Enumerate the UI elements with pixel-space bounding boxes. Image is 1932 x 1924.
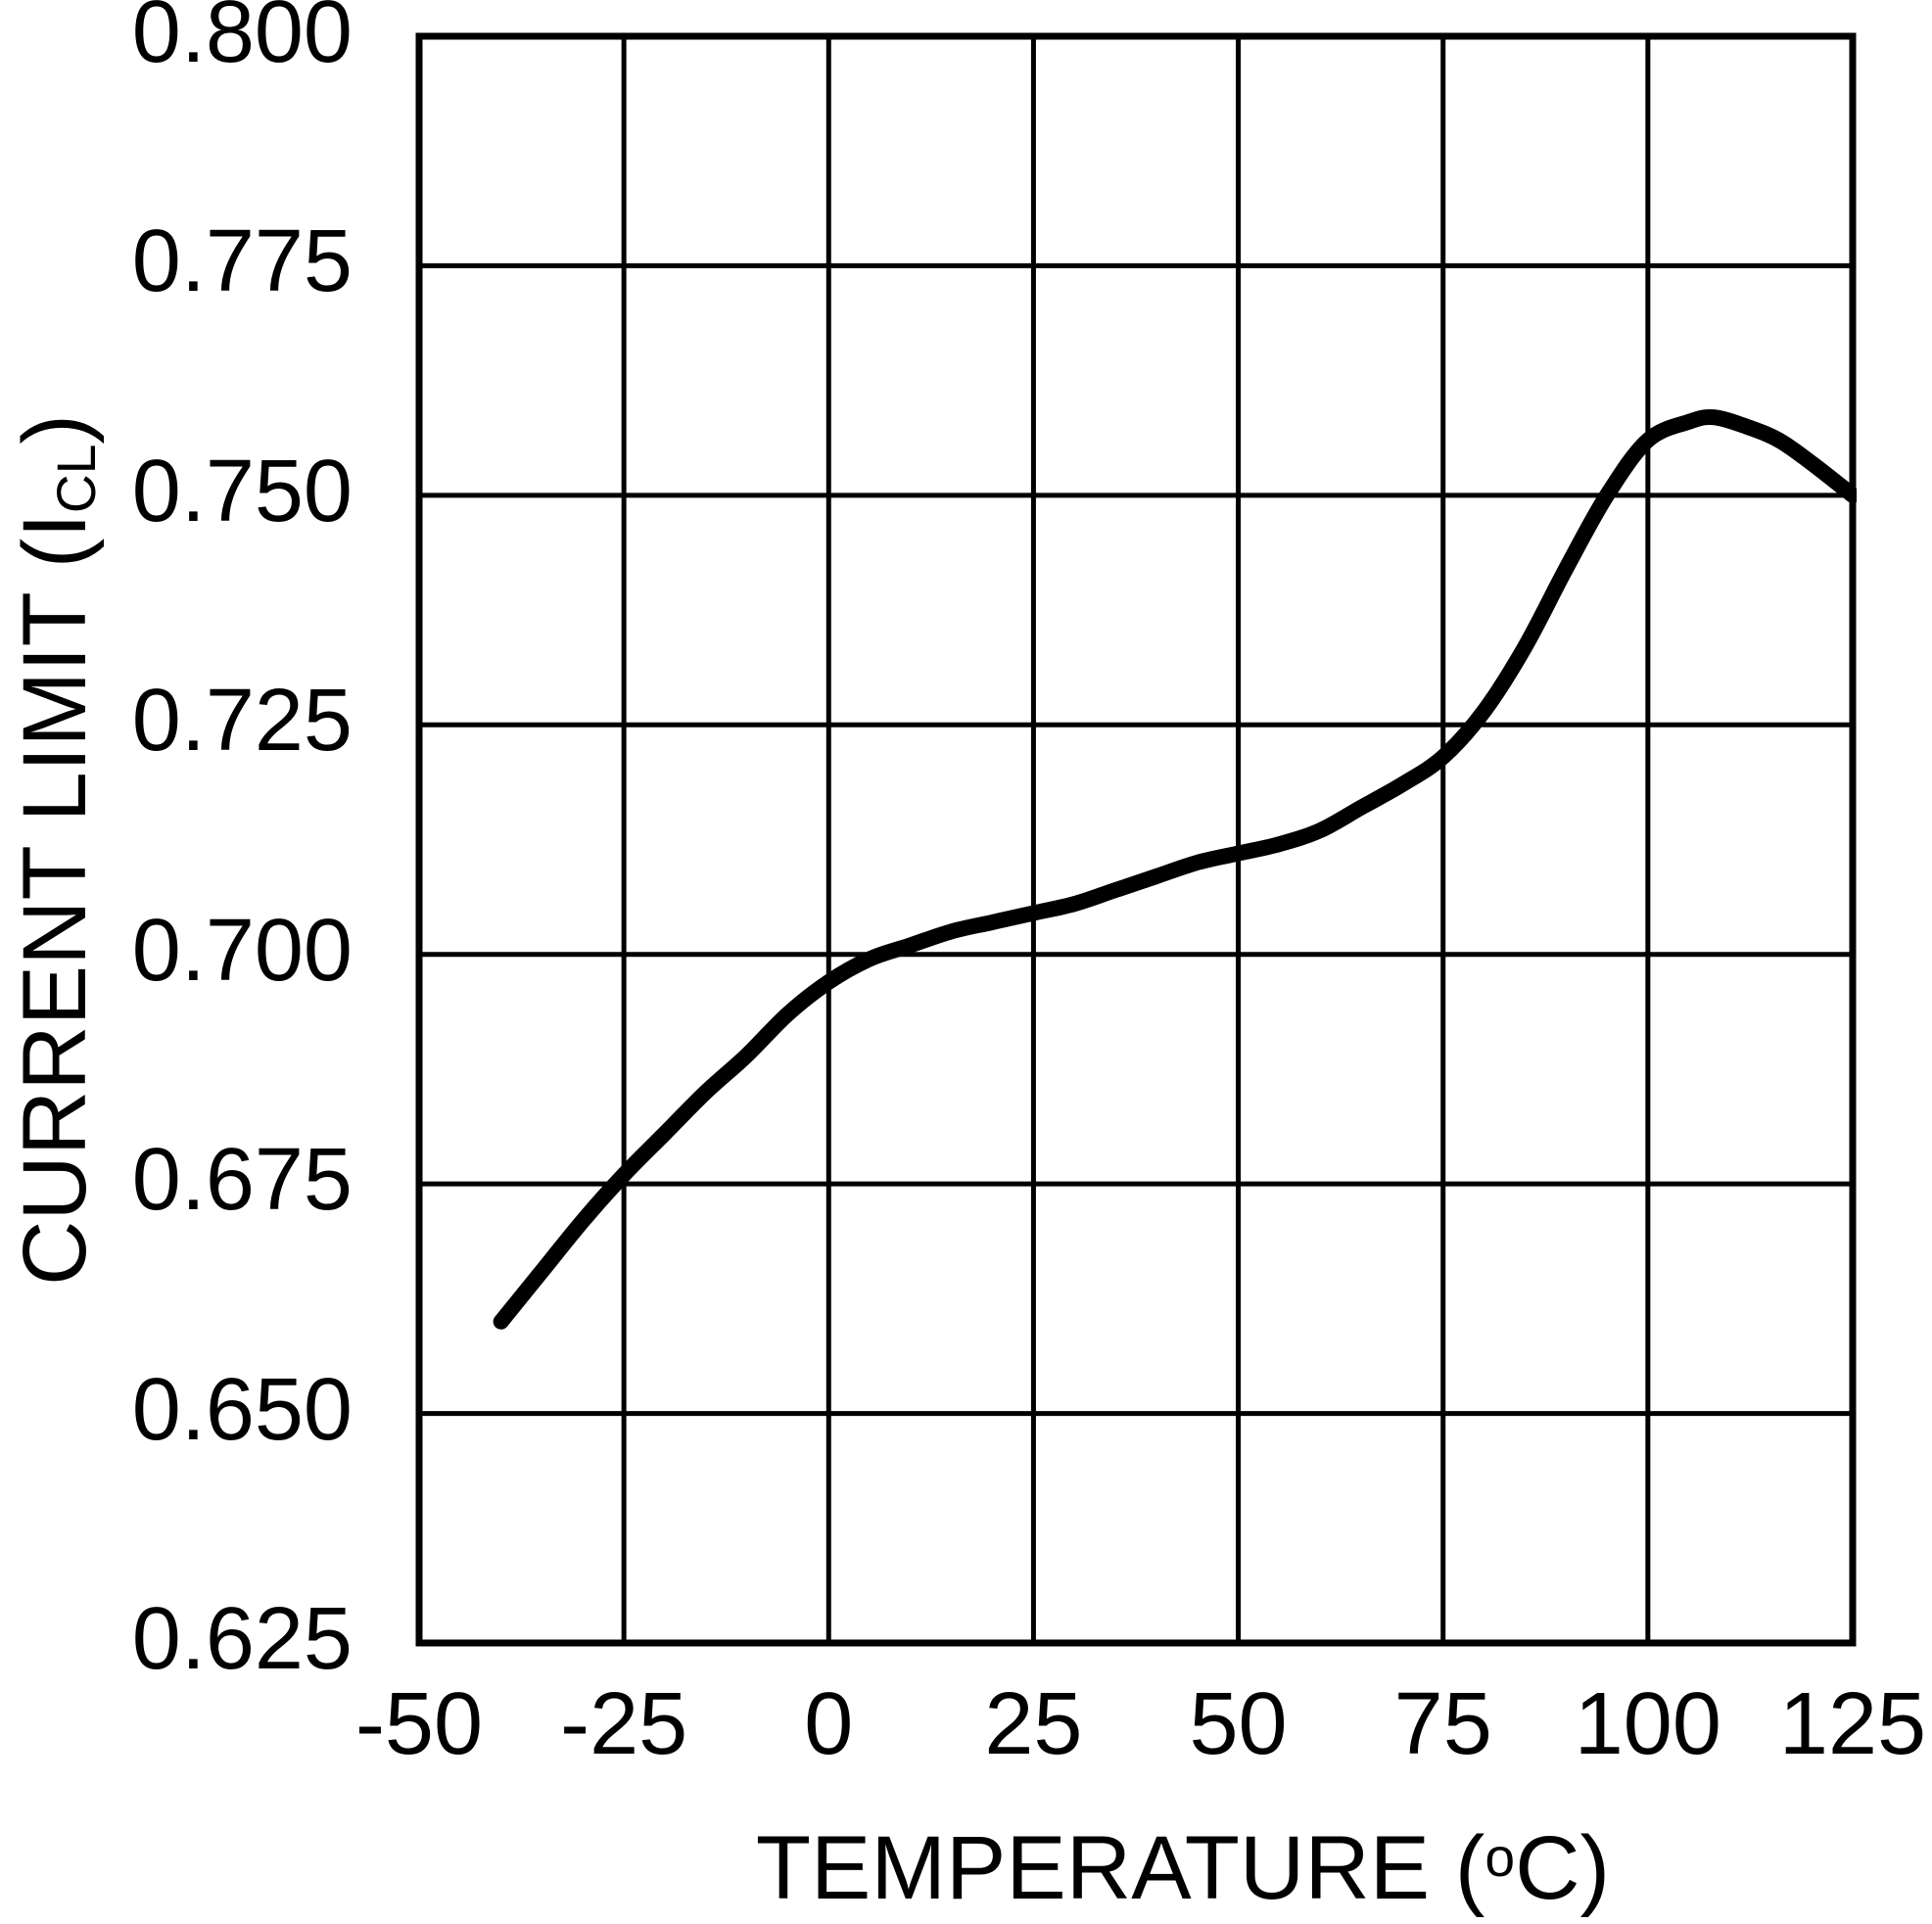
y-tick-label: 0.650 <box>131 1360 353 1459</box>
y-tick-label: 0.775 <box>131 212 353 311</box>
y-tick-label: 0.700 <box>131 901 353 1000</box>
x-tick-label: 0 <box>804 1675 854 1773</box>
x-axis-title-main: TEMPERATURE ( <box>755 1818 1485 1919</box>
x-axis-title-superscript: o <box>1484 1827 1516 1888</box>
x-axis-title: TEMPERATURE (oC) <box>466 1807 1900 1919</box>
x-tick-label: 125 <box>1778 1675 1927 1773</box>
x-tick-label: 25 <box>984 1675 1083 1773</box>
x-tick-label: 75 <box>1393 1675 1492 1773</box>
y-tick-label: 0.725 <box>131 672 353 771</box>
y-tick-label: 0.750 <box>131 442 353 540</box>
x-tick-label: -25 <box>560 1675 688 1773</box>
y-tick-label: 0.625 <box>131 1590 353 1688</box>
y-axis-title-tail: ) <box>5 413 105 445</box>
grid-lines <box>416 33 1856 1646</box>
plot-frame <box>415 32 1857 1647</box>
y-tick-label: 0.675 <box>131 1131 353 1230</box>
current-limit-curve <box>493 408 1857 1330</box>
y-axis-title-subscript: CL <box>45 444 107 514</box>
x-axis-title-tail: C) <box>1515 1818 1611 1919</box>
y-tick-label: 0.800 <box>131 0 353 81</box>
x-tick-label: 100 <box>1574 1675 1721 1773</box>
x-tick-label: -50 <box>354 1675 484 1773</box>
x-tick-label: 50 <box>1189 1675 1288 1773</box>
y-axis-title: CURRENT LIMIT (ICL) <box>5 414 121 1286</box>
y-axis-title-main: CURRENT LIMIT (I <box>5 513 105 1287</box>
